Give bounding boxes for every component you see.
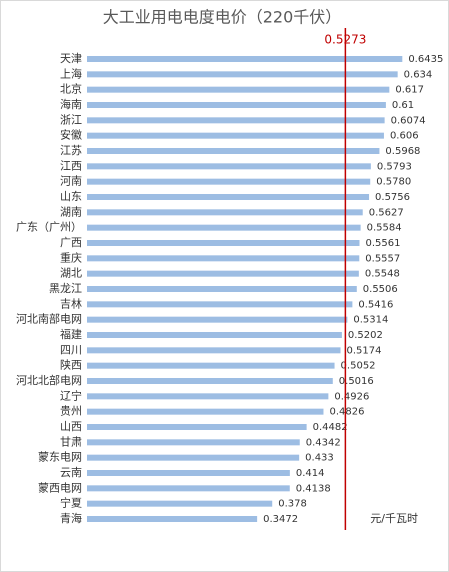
value-label: 0.5557	[365, 253, 400, 264]
reference-label: 0.5273	[324, 33, 366, 47]
bar	[87, 178, 371, 185]
bar	[87, 148, 380, 154]
bar	[87, 378, 333, 384]
bar	[87, 102, 386, 108]
value-label: 0.4482	[313, 422, 348, 433]
category-label: 陕西	[60, 358, 82, 372]
category-label: 黑龙江	[49, 282, 82, 295]
category-label: 四川	[60, 343, 82, 356]
value-label: 0.5174	[347, 345, 382, 356]
value-label: 0.5756	[375, 192, 410, 203]
category-label: 天津	[60, 52, 82, 65]
category-label: 重庆	[60, 250, 82, 264]
category-label: 蒙东电网	[38, 451, 82, 464]
bar	[87, 332, 342, 338]
value-label: 0.606	[390, 131, 419, 142]
bar	[87, 163, 371, 170]
value-label: 0.433	[305, 453, 334, 464]
value-label: 0.4926	[334, 391, 369, 402]
value-label: 0.5202	[348, 330, 383, 341]
category-label: 上海	[60, 66, 82, 80]
value-label: 0.617	[395, 85, 424, 96]
category-label: 江西	[60, 159, 82, 172]
value-label: 0.3472	[263, 514, 298, 525]
category-label: 广东（广州）	[16, 221, 82, 234]
chart-title: 大工业用电电度电价（220千伏）	[103, 8, 342, 27]
bar	[87, 393, 329, 400]
bar	[87, 424, 307, 430]
value-label: 0.5314	[353, 315, 388, 326]
category-label: 辽宁	[60, 388, 82, 402]
value-label: 0.5627	[369, 207, 404, 218]
category-label: 吉林	[60, 296, 82, 310]
value-label: 0.414	[296, 468, 325, 479]
bar	[87, 470, 290, 476]
category-label: 安徽	[60, 128, 82, 142]
value-label: 0.378	[278, 499, 307, 510]
bar	[87, 316, 348, 323]
value-label: 0.4138	[296, 483, 331, 494]
category-label: 贵州	[60, 405, 82, 418]
category-label: 蒙西电网	[38, 481, 82, 494]
category-label: 山东	[60, 190, 82, 203]
category-label: 北京	[60, 82, 82, 96]
bar	[87, 439, 300, 446]
value-label: 0.5561	[365, 238, 400, 249]
category-label: 海南	[60, 97, 82, 111]
category-label: 浙江	[60, 113, 82, 126]
bar	[87, 286, 357, 292]
value-label: 0.4342	[306, 437, 341, 448]
bar	[87, 56, 403, 62]
category-label: 青海	[60, 511, 82, 525]
category-label: 湖北	[60, 267, 82, 280]
bar	[87, 454, 300, 461]
category-label: 江苏	[60, 144, 82, 157]
category-label: 河北南部电网	[16, 312, 82, 326]
bar	[87, 255, 360, 262]
bar	[87, 301, 353, 308]
value-label: 0.5793	[377, 161, 412, 172]
bar	[87, 500, 273, 507]
value-label: 0.5780	[376, 177, 411, 188]
bar	[87, 516, 258, 522]
value-label: 0.4826	[329, 407, 364, 418]
value-label: 0.5968	[385, 146, 420, 157]
category-label: 山西	[60, 420, 82, 433]
category-label: 云南	[60, 466, 82, 479]
bar	[87, 408, 324, 415]
bar	[87, 270, 359, 277]
bar	[87, 240, 360, 246]
bar	[87, 362, 335, 369]
value-label: 0.6435	[408, 54, 443, 65]
value-label: 0.634	[404, 69, 433, 80]
category-label: 福建	[60, 327, 82, 341]
unit-label: 元/千瓦时	[370, 512, 418, 525]
category-label: 宁夏	[60, 496, 82, 510]
value-label: 0.5052	[341, 361, 376, 372]
bar	[87, 347, 341, 354]
category-label: 河南	[60, 175, 82, 188]
category-label: 甘肃	[60, 435, 82, 448]
category-label: 河北北部电网	[16, 373, 82, 387]
value-label: 0.5016	[339, 376, 374, 387]
bar	[87, 86, 390, 93]
bar	[87, 485, 290, 492]
value-label: 0.5548	[365, 269, 400, 280]
category-label: 广西	[60, 236, 82, 249]
category-label: 湖南	[60, 205, 82, 218]
value-label: 0.6074	[391, 115, 426, 126]
bar	[87, 132, 384, 139]
bar	[87, 224, 361, 231]
bar	[87, 194, 370, 200]
bar	[87, 209, 363, 216]
bar	[87, 117, 385, 124]
value-label: 0.5584	[367, 223, 402, 234]
bar	[87, 71, 398, 78]
value-label: 0.5506	[363, 284, 398, 295]
value-label: 0.5416	[358, 299, 393, 310]
value-label: 0.61	[392, 100, 414, 111]
